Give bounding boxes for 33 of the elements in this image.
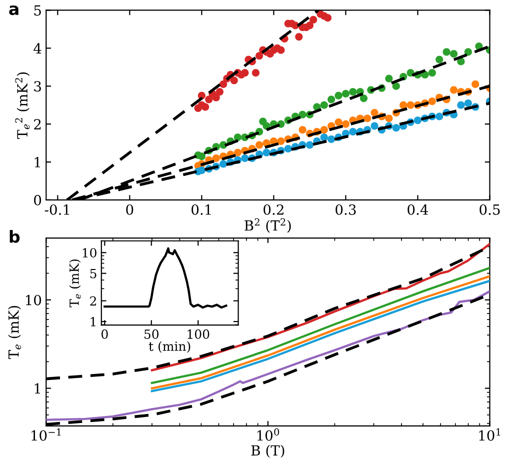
x-tick-label: 50	[144, 329, 159, 339]
y-tick-label: 1	[34, 383, 40, 394]
y-axis-title: T$_{e}$ (mK)	[69, 260, 81, 308]
x-tick-label: -0.1	[44, 204, 70, 215]
x-tick-label: 0.1	[192, 204, 211, 215]
y-tick-label: 5	[34, 5, 41, 16]
y-tick-label: 0	[34, 194, 42, 206]
x-tick-label: 100	[188, 329, 210, 339]
y-tick-label: 10	[82, 248, 96, 258]
x-tick-label: 0	[102, 329, 108, 339]
y-tick-label: 1	[90, 317, 96, 326]
y-tick-label: 5	[90, 268, 96, 278]
x-axis-title: t (min)	[148, 341, 190, 353]
y-tick-label: 10	[26, 294, 42, 306]
x-tick-label: 0.2	[264, 204, 284, 215]
x-tick-label: 0.4	[408, 204, 428, 215]
y-tick-label: 1	[34, 156, 40, 168]
x-tick-label: 10$^{1}$	[479, 428, 500, 441]
x-tick-label: 10$^{0}$	[257, 428, 280, 441]
chart-title: a	[9, 5, 18, 16]
y-tick-label: 2	[90, 296, 96, 306]
y-tick-label: 2	[34, 119, 41, 130]
y-tick-label: 4	[34, 43, 42, 54]
x-tick-label: 10$^{−1}$	[32, 428, 61, 441]
chart-title: b	[10, 230, 20, 243]
x-tick-label: 0.5	[480, 204, 500, 215]
x-axis-title: B$^{2}$ (T$^{2}$)	[244, 218, 291, 233]
y-axis-title: T$_{e}$ (mK)	[8, 306, 21, 360]
y-axis-title: T$_{e}$$^{2}$ (mK$^{2}$)	[15, 72, 30, 139]
y-tick-label: 3	[34, 81, 41, 92]
x-axis-title: B (T)	[251, 444, 284, 458]
x-tick-label: 0.3	[336, 204, 356, 215]
x-tick-label: 0	[126, 204, 134, 215]
